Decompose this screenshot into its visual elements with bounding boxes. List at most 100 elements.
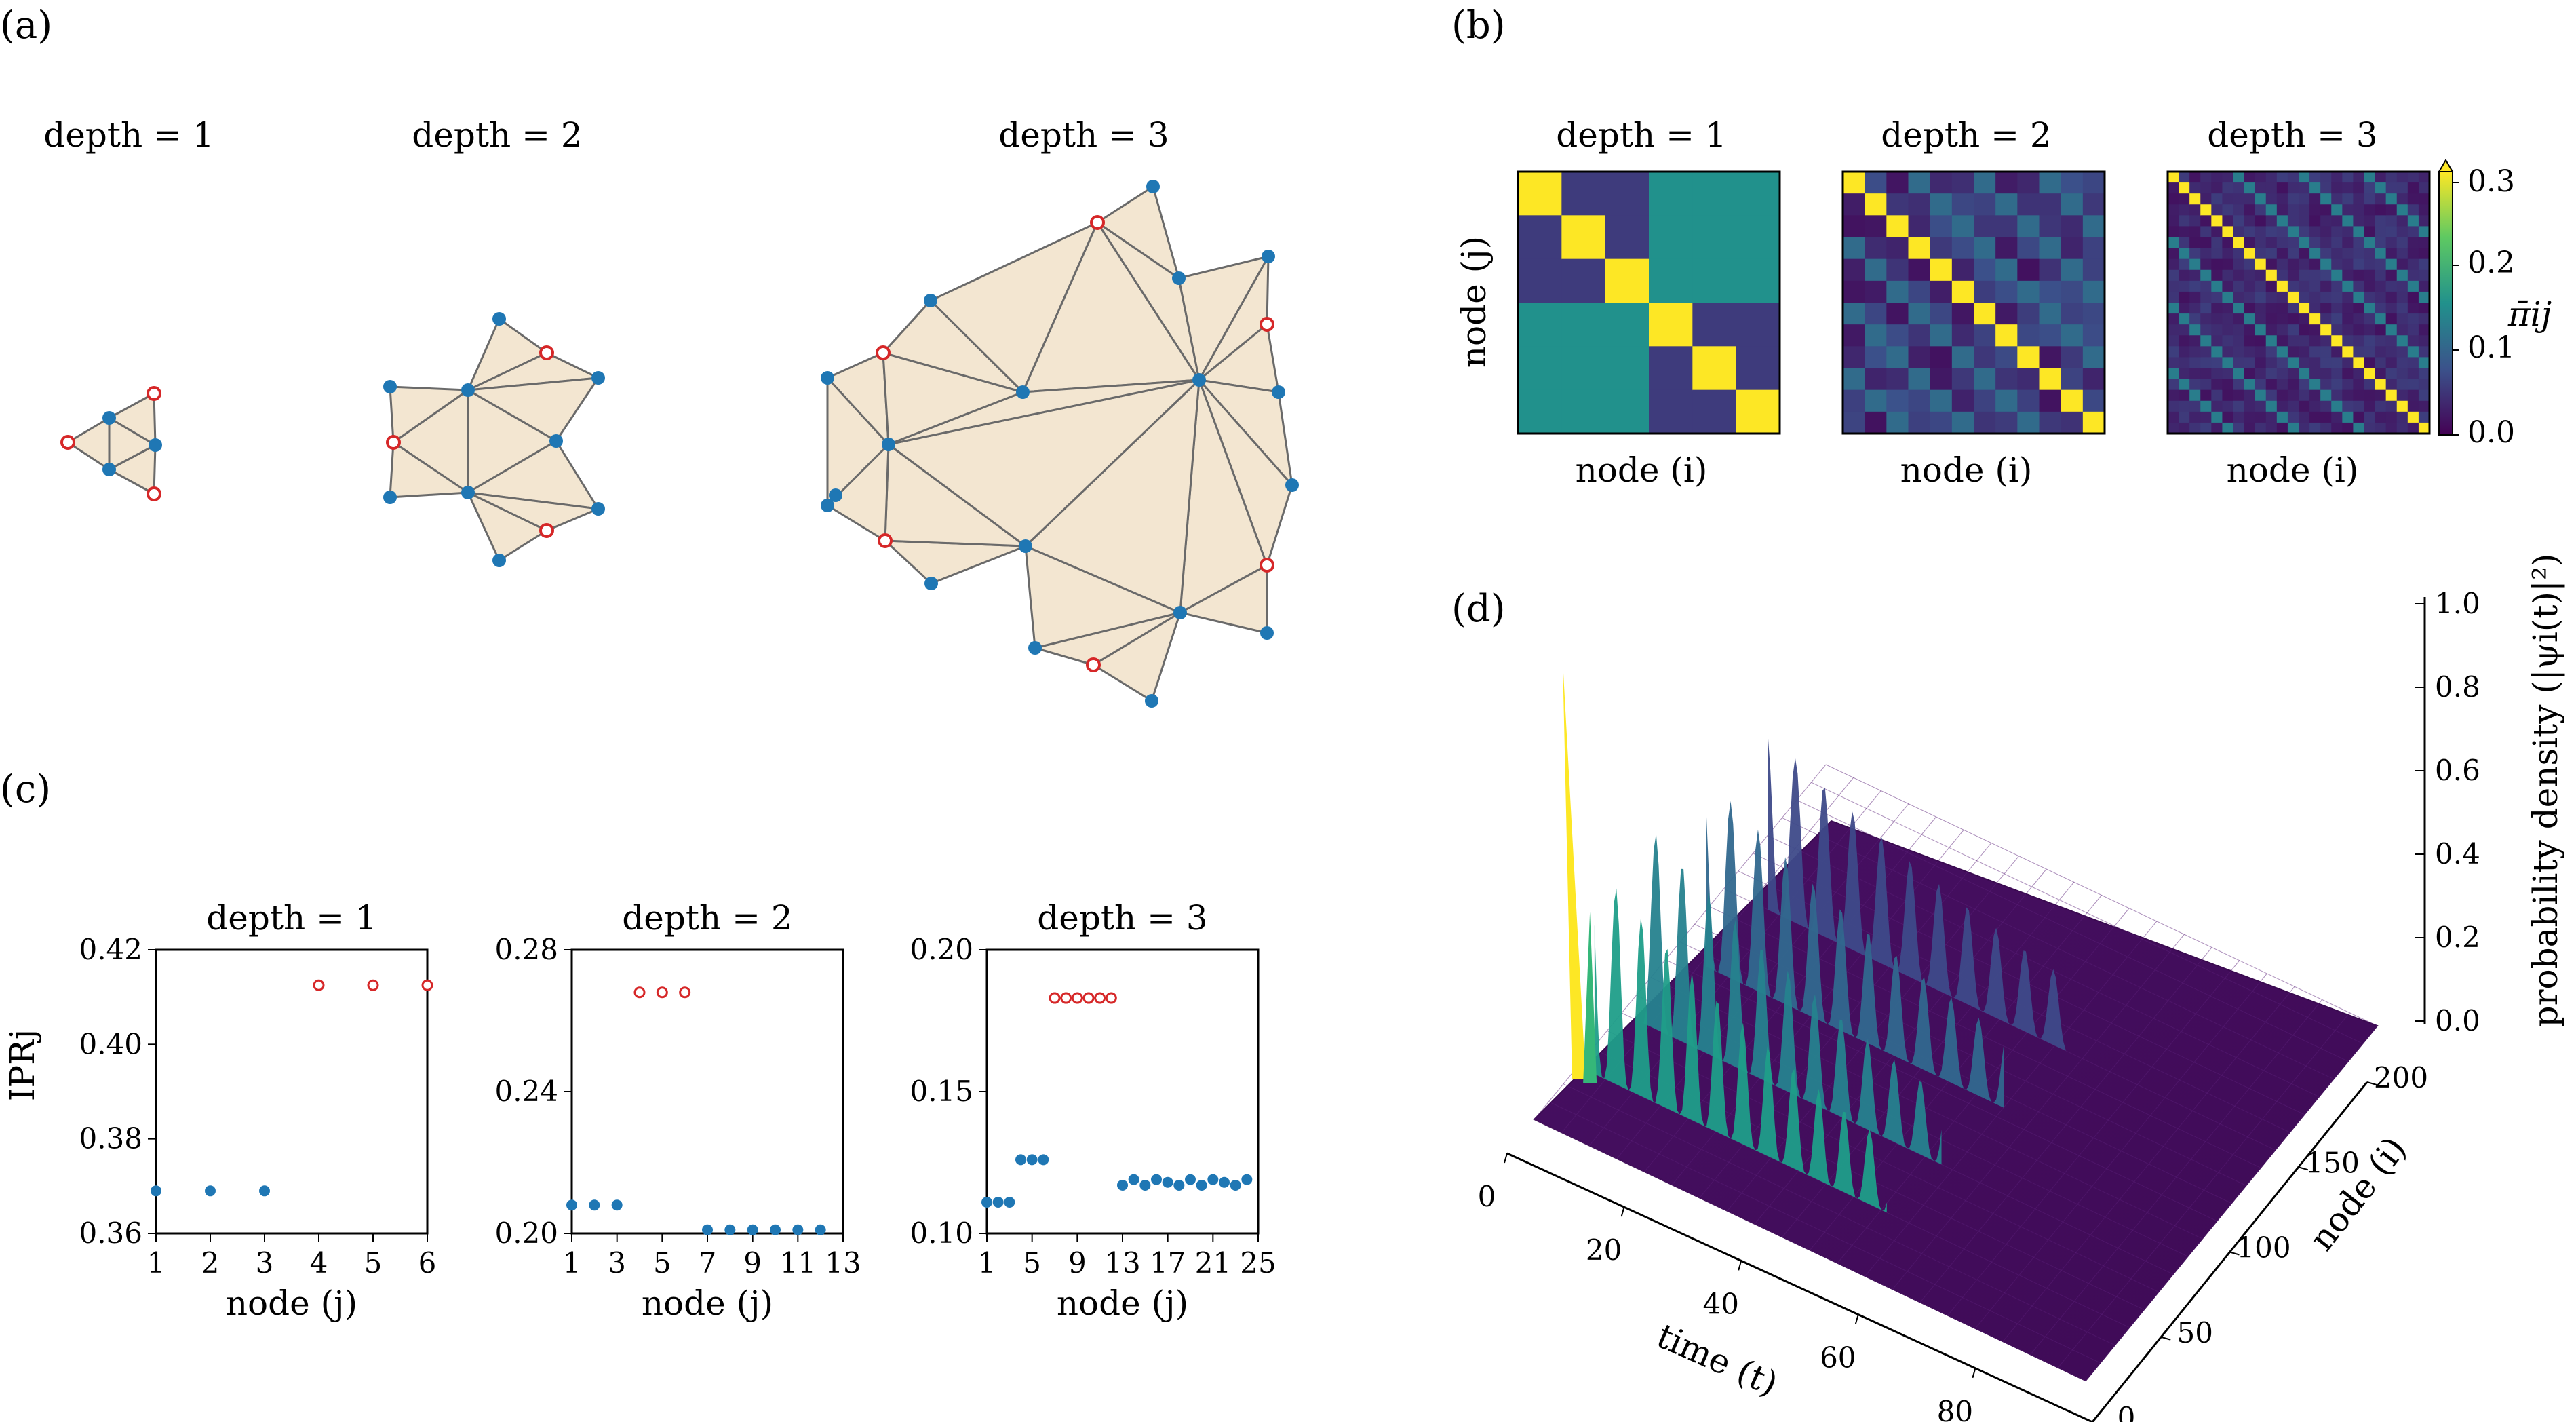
heatmap-cell bbox=[2375, 346, 2387, 358]
heatmap-cell bbox=[1974, 280, 1996, 303]
node-tick-mark bbox=[2229, 1251, 2240, 1256]
heatmap-cell bbox=[1649, 303, 1693, 347]
heatmap-cell bbox=[2179, 226, 2190, 238]
heatmap-cell bbox=[2255, 389, 2267, 402]
heatmap-cell bbox=[2255, 204, 2267, 216]
ipr-xtick-label: 1 bbox=[978, 1246, 996, 1280]
heatmap-cell bbox=[1843, 215, 1865, 238]
ipr-ytick-label: 0.40 bbox=[79, 1027, 142, 1060]
heatmap-cell bbox=[2255, 215, 2267, 227]
heatmap-cell bbox=[2309, 389, 2321, 402]
graph-node-filled bbox=[383, 380, 397, 393]
heatmap-cell bbox=[2299, 303, 2310, 314]
heatmap-cell bbox=[2179, 324, 2190, 336]
heatmap-cell bbox=[2255, 172, 2267, 183]
heatmap-cell bbox=[2364, 379, 2376, 391]
heatmap-cell bbox=[2082, 324, 2105, 347]
heatmap-cell bbox=[2396, 226, 2408, 238]
ipr-point-filled bbox=[1117, 1179, 1128, 1191]
heatmap-cell bbox=[1561, 258, 1606, 303]
heatmap-cell bbox=[2200, 182, 2212, 194]
ipr-ytick-label: 0.38 bbox=[79, 1122, 142, 1155]
heatmap-cell bbox=[1974, 237, 1996, 260]
heatmap-cell bbox=[1930, 258, 1953, 282]
heatmap-cell bbox=[2407, 258, 2419, 271]
heatmap-cell bbox=[2200, 411, 2212, 423]
heatmap-cell bbox=[2320, 303, 2332, 314]
heatmap-cell bbox=[2082, 258, 2105, 282]
heatmap-cell bbox=[2299, 411, 2310, 423]
heatmap-cell bbox=[2364, 368, 2376, 380]
heatmap-cell bbox=[1951, 389, 1974, 412]
heatmap-cell bbox=[2017, 346, 2040, 369]
heatmap-cell bbox=[2407, 324, 2419, 336]
heatmap-cell bbox=[2222, 172, 2234, 183]
ipr-xtick-label: 13 bbox=[825, 1246, 861, 1280]
heatmap-cell bbox=[1886, 303, 1909, 325]
heatmap-cell bbox=[1886, 258, 1909, 282]
heatmap-cell bbox=[2017, 411, 2040, 434]
heatmap-cell bbox=[2287, 269, 2299, 282]
heatmap-cell bbox=[2407, 215, 2419, 227]
heatmap-cell bbox=[2320, 324, 2332, 336]
heatmap-cell bbox=[2168, 411, 2179, 423]
heatmap-cell bbox=[2342, 411, 2354, 423]
heatmap-cell bbox=[1886, 346, 1909, 369]
heatmap-cell bbox=[2320, 389, 2332, 402]
heatmap-cell bbox=[2082, 280, 2105, 303]
ipr-point-hollow bbox=[656, 986, 668, 999]
heatmap-cell bbox=[2276, 237, 2288, 249]
heatmap-cell bbox=[1843, 346, 1865, 369]
heatmap-cell bbox=[2320, 346, 2332, 358]
heatmap-cell bbox=[2255, 182, 2267, 194]
heatmap-cell bbox=[2299, 400, 2310, 412]
heatmap-cell bbox=[2276, 379, 2288, 391]
heatmap-cell bbox=[2396, 182, 2408, 194]
heatmap-cell bbox=[2287, 422, 2299, 434]
node-tick-label: 0 bbox=[2118, 1401, 2136, 1422]
heatmap-cell bbox=[1843, 280, 1865, 303]
heatmap-cell bbox=[2299, 346, 2310, 358]
ipr-xtick-label: 1 bbox=[147, 1246, 165, 1280]
heatmap-cell bbox=[2200, 346, 2212, 358]
heatmap-cell bbox=[2200, 226, 2212, 238]
ipr-ylabel: IPRj bbox=[3, 1029, 42, 1102]
heatmap-cell bbox=[2407, 226, 2419, 238]
heatmap-cell bbox=[2299, 172, 2310, 183]
graph-node-filled bbox=[1272, 385, 1285, 399]
heatmap-cell bbox=[1865, 215, 1887, 238]
heatmap-cell bbox=[2364, 291, 2376, 303]
heatmap-cell bbox=[2418, 172, 2430, 183]
ipr-xtick-label: 1 bbox=[563, 1246, 581, 1280]
heatmap-cell bbox=[1951, 193, 1974, 216]
heatmap-cell bbox=[2255, 411, 2267, 423]
heatmap-cell bbox=[2082, 303, 2105, 325]
heatmap-cell bbox=[2418, 313, 2430, 325]
heatmap-cell bbox=[2233, 172, 2245, 183]
heatmap-title-depth-1: depth = 1 bbox=[1556, 115, 1726, 155]
heatmap-cell bbox=[2320, 258, 2332, 271]
heatmap-cell bbox=[2299, 379, 2310, 391]
ipr-point-filled bbox=[992, 1197, 1004, 1208]
surface-mesh-line bbox=[1796, 799, 2349, 1062]
heatmap-cell bbox=[1865, 280, 1887, 303]
surface-ridge bbox=[1643, 833, 1942, 1165]
heatmap-cell bbox=[1908, 215, 1931, 238]
heatmap-cell bbox=[2265, 258, 2278, 271]
heatmap-xlabel-1: node (i) bbox=[1576, 450, 1708, 490]
heatmap-cell bbox=[2276, 335, 2288, 347]
heatmap-cell bbox=[2179, 237, 2190, 249]
heatmap-cell bbox=[2168, 346, 2179, 358]
heatmap-cell bbox=[1865, 172, 1887, 194]
heatmap-cell bbox=[2418, 237, 2430, 249]
heatmap-cell bbox=[2255, 269, 2267, 282]
heatmap-cell bbox=[2061, 280, 2084, 303]
heatmap-cell bbox=[1518, 346, 1562, 391]
heatmap-cell bbox=[2353, 422, 2365, 434]
ipr-xtick-label: 5 bbox=[364, 1246, 383, 1280]
time-tick-label: 0 bbox=[1478, 1180, 1496, 1213]
heatmap-cell bbox=[2331, 237, 2343, 249]
heatmap-cell bbox=[2364, 400, 2376, 412]
heatmap-cell bbox=[2331, 335, 2343, 347]
heatmap-cell bbox=[1736, 172, 1780, 216]
